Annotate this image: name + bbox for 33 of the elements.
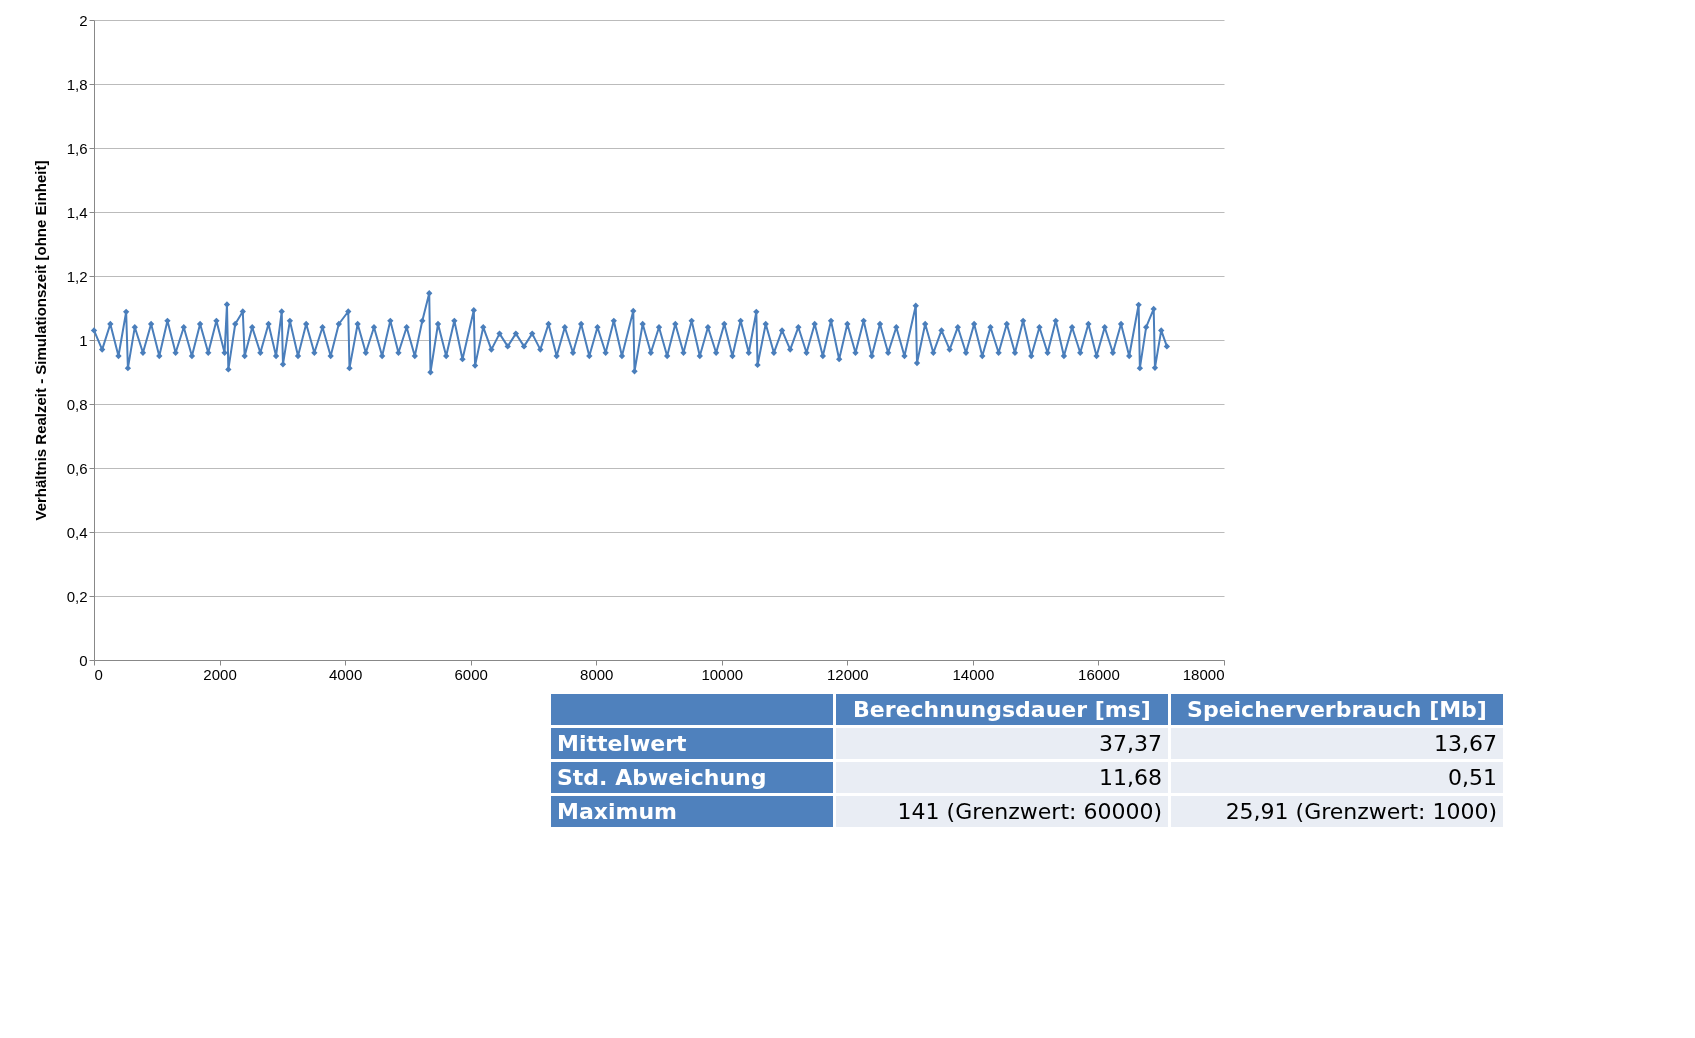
- y-tick-label: 1: [79, 331, 88, 349]
- y-tick-label: 0,4: [66, 523, 88, 541]
- category-label: Mittelwert: [557, 731, 687, 756]
- x-tick-label: 10000: [701, 665, 744, 683]
- text: 11,68: [1099, 765, 1162, 790]
- y-tick-label: 1,6: [66, 139, 88, 157]
- x-tick-label: 4000: [328, 665, 363, 683]
- y-tick-label: 0,6: [66, 459, 88, 477]
- x-tick-label: 8000: [580, 665, 614, 683]
- y-tick-label: 1,8: [66, 75, 88, 93]
- x-tick-label: 18000: [1182, 665, 1225, 683]
- x-tick-label: 14000: [952, 665, 995, 683]
- category-label: Speicherverbrauch [Mb]: [1171, 694, 1503, 725]
- x-tick-label: 16000: [1078, 665, 1120, 683]
- x-tick-label: 6000: [454, 665, 488, 683]
- y-tick-label: 0,2: [66, 587, 88, 605]
- category-label: Maximum: [557, 799, 677, 824]
- y-axis-title: Verhältnis Realzeit - Simulationszeit [ohne Einheit]: [31, 160, 49, 521]
- category-label: Berechnungsdauer [ms]: [836, 694, 1168, 725]
- y-tick-label: 1,2: [66, 267, 88, 285]
- y-tick-label: 0,8: [66, 395, 88, 413]
- text: 13,67: [1434, 731, 1497, 756]
- y-tick-label: 0: [79, 651, 88, 669]
- text: 0,51: [1448, 765, 1497, 790]
- text: 37,37: [1099, 731, 1162, 756]
- x-tick-label: 2000: [203, 665, 237, 683]
- text: 25,91 (Grenzwert: 1000): [1225, 799, 1497, 824]
- y-tick-label: 1,4: [66, 203, 88, 221]
- text: 141 (Grenzwert: 60000): [897, 799, 1162, 824]
- category-label: Std. Abweichung: [557, 765, 767, 790]
- x-tick-label: 0: [94, 665, 103, 683]
- y-tick-label: 2: [79, 11, 88, 29]
- x-tick-label: 12000: [826, 665, 869, 683]
